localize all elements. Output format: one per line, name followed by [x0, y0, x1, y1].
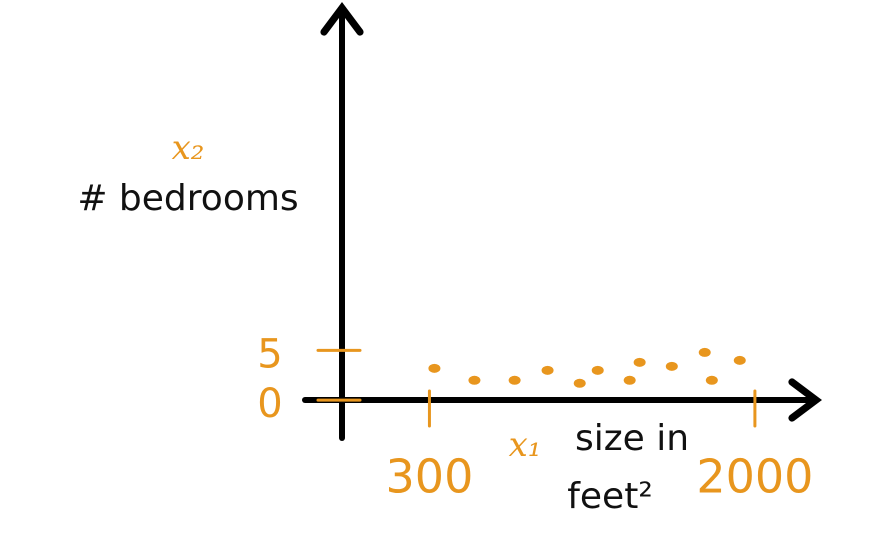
- x-label: size in: [575, 418, 689, 459]
- point: [428, 363, 441, 373]
- point: [591, 365, 604, 375]
- point: [698, 347, 711, 357]
- x-label-symbol: x₁: [509, 425, 542, 465]
- y-tick-label: 5: [257, 331, 282, 377]
- y-tick-label: 0: [257, 381, 282, 427]
- point: [541, 365, 554, 375]
- x-tick-label: 300: [386, 450, 474, 504]
- x-label: feet²: [567, 476, 653, 517]
- point: [573, 378, 586, 388]
- point: [623, 375, 636, 385]
- x-tick-label: 2000: [696, 450, 813, 504]
- point: [508, 375, 521, 385]
- y-label-symbol: x₂: [172, 128, 205, 168]
- point: [468, 375, 481, 385]
- y-label: # bedrooms: [77, 178, 298, 219]
- point: [633, 357, 646, 367]
- point: [665, 361, 678, 371]
- point: [733, 355, 746, 365]
- point: [705, 375, 718, 385]
